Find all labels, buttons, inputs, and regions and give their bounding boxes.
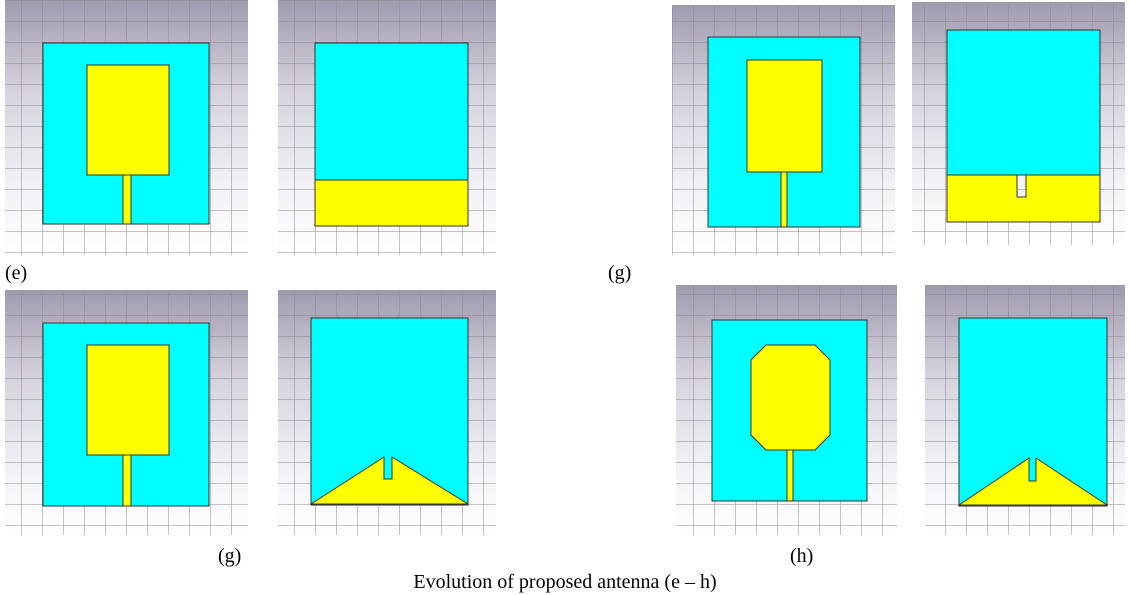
panel-label: (g) xyxy=(608,262,631,284)
panel-bottom-front-g xyxy=(5,290,248,535)
figure: (e) (g) (g) (h) Evolution of proposed an… xyxy=(0,0,1130,595)
panel-label: (h) xyxy=(790,545,813,567)
panel-bottom-front-h xyxy=(676,285,897,535)
caption: Evolution of proposed antenna (e – h) xyxy=(413,571,716,593)
panel-bottom-back-g xyxy=(278,290,496,535)
panel-label: (e) xyxy=(5,262,27,284)
panel-top-back-g xyxy=(912,2,1125,245)
panel-top-back-e xyxy=(278,0,496,255)
panel-label: (g) xyxy=(218,545,241,567)
panel-top-front-e xyxy=(5,0,248,255)
panel-bottom-back-h xyxy=(925,285,1125,535)
panel-top-front-g xyxy=(672,5,895,255)
